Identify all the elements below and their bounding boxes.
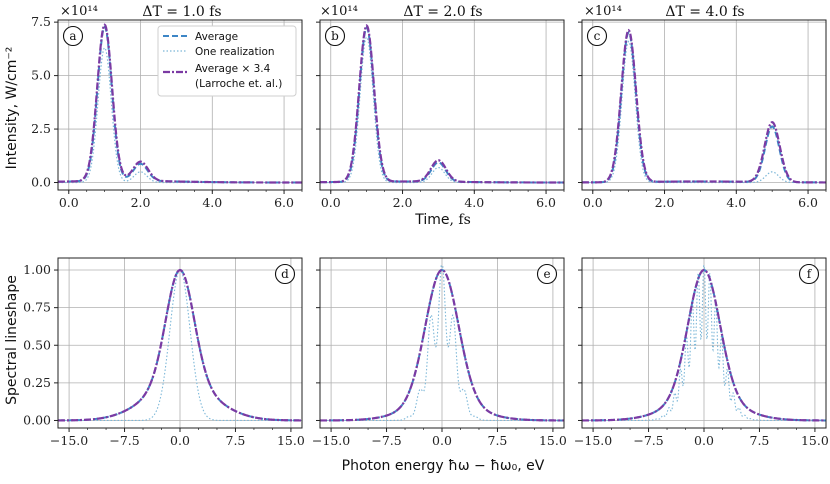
x-tick-label: 6.0 — [536, 195, 556, 210]
panel-c: 0.0 2.0 4.0 6.0 c — [578, 19, 827, 210]
y-tick-label: 1.00 — [23, 262, 51, 277]
title-c: ΔT = 4.0 fs — [665, 4, 744, 20]
energy-xlabel: Photon energy ħω − ħω₀, eV — [342, 458, 545, 474]
panel-label-circle — [274, 263, 296, 285]
plot-frame — [57, 19, 303, 191]
panel-label: e — [543, 267, 550, 281]
x-tick-label: 7.5 — [488, 433, 508, 448]
x-tick-label: −15.0 — [574, 433, 612, 448]
x-tick-label: 6.0 — [798, 195, 818, 210]
series-larroche — [319, 268, 564, 422]
y-tick-label: 7.5 — [31, 14, 51, 29]
series-larroche — [582, 268, 826, 422]
x-tick-label: 7.5 — [226, 433, 246, 448]
x-tick-label: 0.0 — [321, 195, 341, 210]
plot-area — [320, 20, 564, 190]
y-tick-label: 0.00 — [23, 412, 51, 427]
time-xlabel-word: Time — [414, 212, 449, 228]
x-tick-label: 0.0 — [583, 195, 603, 210]
panel-label: d — [281, 267, 289, 281]
title-a: ΔT = 1.0 fs — [142, 4, 221, 20]
multiplier-b: ×10¹⁴ — [320, 4, 358, 19]
panel-label: a — [69, 29, 76, 43]
series-realization — [582, 40, 826, 184]
plot-frame — [57, 257, 303, 429]
panel-e: −15.0 −7.5 0.0 7.5 15.0 e — [312, 257, 567, 448]
x-tick-label: 15.0 — [539, 433, 567, 448]
x-tick-label: 6.0 — [274, 195, 294, 210]
x-tick-label: 15.0 — [277, 433, 305, 448]
x-tick-label: 0.0 — [694, 433, 714, 448]
x-tick-label: 15.0 — [801, 433, 829, 448]
panel-label-circle — [798, 263, 820, 285]
series-larroche — [582, 28, 827, 184]
plot-frame — [581, 257, 827, 429]
y-tick-label: 2.5 — [31, 121, 51, 136]
y-tick-label: 0.25 — [23, 375, 51, 390]
multiplier-a: ×10¹⁴ — [60, 4, 98, 19]
legend-realization-label: One realization — [195, 46, 275, 58]
plot-frame — [581, 19, 827, 191]
series-average — [319, 26, 564, 184]
x-tick-label: 7.5 — [750, 433, 770, 448]
panel-f: −15.0 −7.5 0.0 7.5 15.0 f — [574, 257, 829, 448]
x-tick-label: 4.0 — [726, 195, 746, 210]
plot-area — [582, 20, 826, 190]
panel-label-circle — [536, 263, 558, 285]
legend-larroche-label-2: (Larroche et. al.) — [195, 78, 282, 90]
series-larroche — [58, 268, 302, 422]
legend-average-label: Average — [195, 31, 238, 43]
series-realization — [582, 264, 826, 422]
plot-frame — [319, 19, 565, 191]
x-tick-label: 4.0 — [464, 195, 484, 210]
y-tick-label: 0.0 — [31, 175, 51, 190]
y-tick-label: 0.50 — [23, 337, 51, 352]
x-tick-label: 0.0 — [170, 433, 190, 448]
multiplier-c: ×10¹⁴ — [584, 4, 622, 19]
x-tick-label: 4.0 — [202, 195, 222, 210]
x-tick-label: −15.0 — [50, 433, 88, 448]
series-larroche — [57, 23, 302, 184]
x-tick-label: 0.0 — [432, 433, 452, 448]
y-tick-label: 5.0 — [31, 68, 51, 83]
legend: Average One realization Average × 3.4 (L… — [157, 25, 297, 97]
x-tick-label: 2.0 — [655, 195, 675, 210]
series-realization — [320, 36, 564, 184]
panel-label: b — [331, 29, 339, 43]
spectral-ylabel: Spectral lineshape — [4, 275, 20, 405]
legend-box — [157, 25, 297, 97]
x-tick-label: 0.0 — [59, 195, 79, 210]
panel-b: 0.0 2.0 4.0 6.0 b — [316, 19, 565, 210]
x-tick-label: −15.0 — [312, 433, 350, 448]
panel-label-circle — [586, 25, 608, 47]
time-xlabel: Time, fs — [414, 212, 471, 228]
x-tick-label: −7.5 — [109, 433, 139, 448]
panel-label-circle — [324, 25, 346, 47]
legend-larroche-label-1: Average × 3.4 — [195, 63, 271, 75]
time-xlabel-unit: , fs — [449, 212, 470, 228]
plot-frame — [319, 257, 565, 429]
intensity-ylabel: Intensity, W/cm⁻² — [4, 47, 20, 170]
panel-label: f — [807, 267, 813, 281]
x-tick-label: −7.5 — [633, 433, 663, 448]
panel-label: c — [594, 29, 601, 43]
series-larroche — [319, 23, 564, 184]
panel-label-circle — [62, 25, 84, 47]
y-tick-label: 0.75 — [23, 300, 51, 315]
x-tick-label: 2.0 — [131, 195, 151, 210]
title-b: ΔT = 2.0 fs — [403, 4, 482, 20]
panel-d: −15.0 −7.5 0.0 7.5 15.0 0.00 0.25 0.50 0.75 1.00 d — [23, 257, 305, 448]
x-tick-label: −7.5 — [371, 433, 401, 448]
x-tick-label: 2.0 — [393, 195, 413, 210]
